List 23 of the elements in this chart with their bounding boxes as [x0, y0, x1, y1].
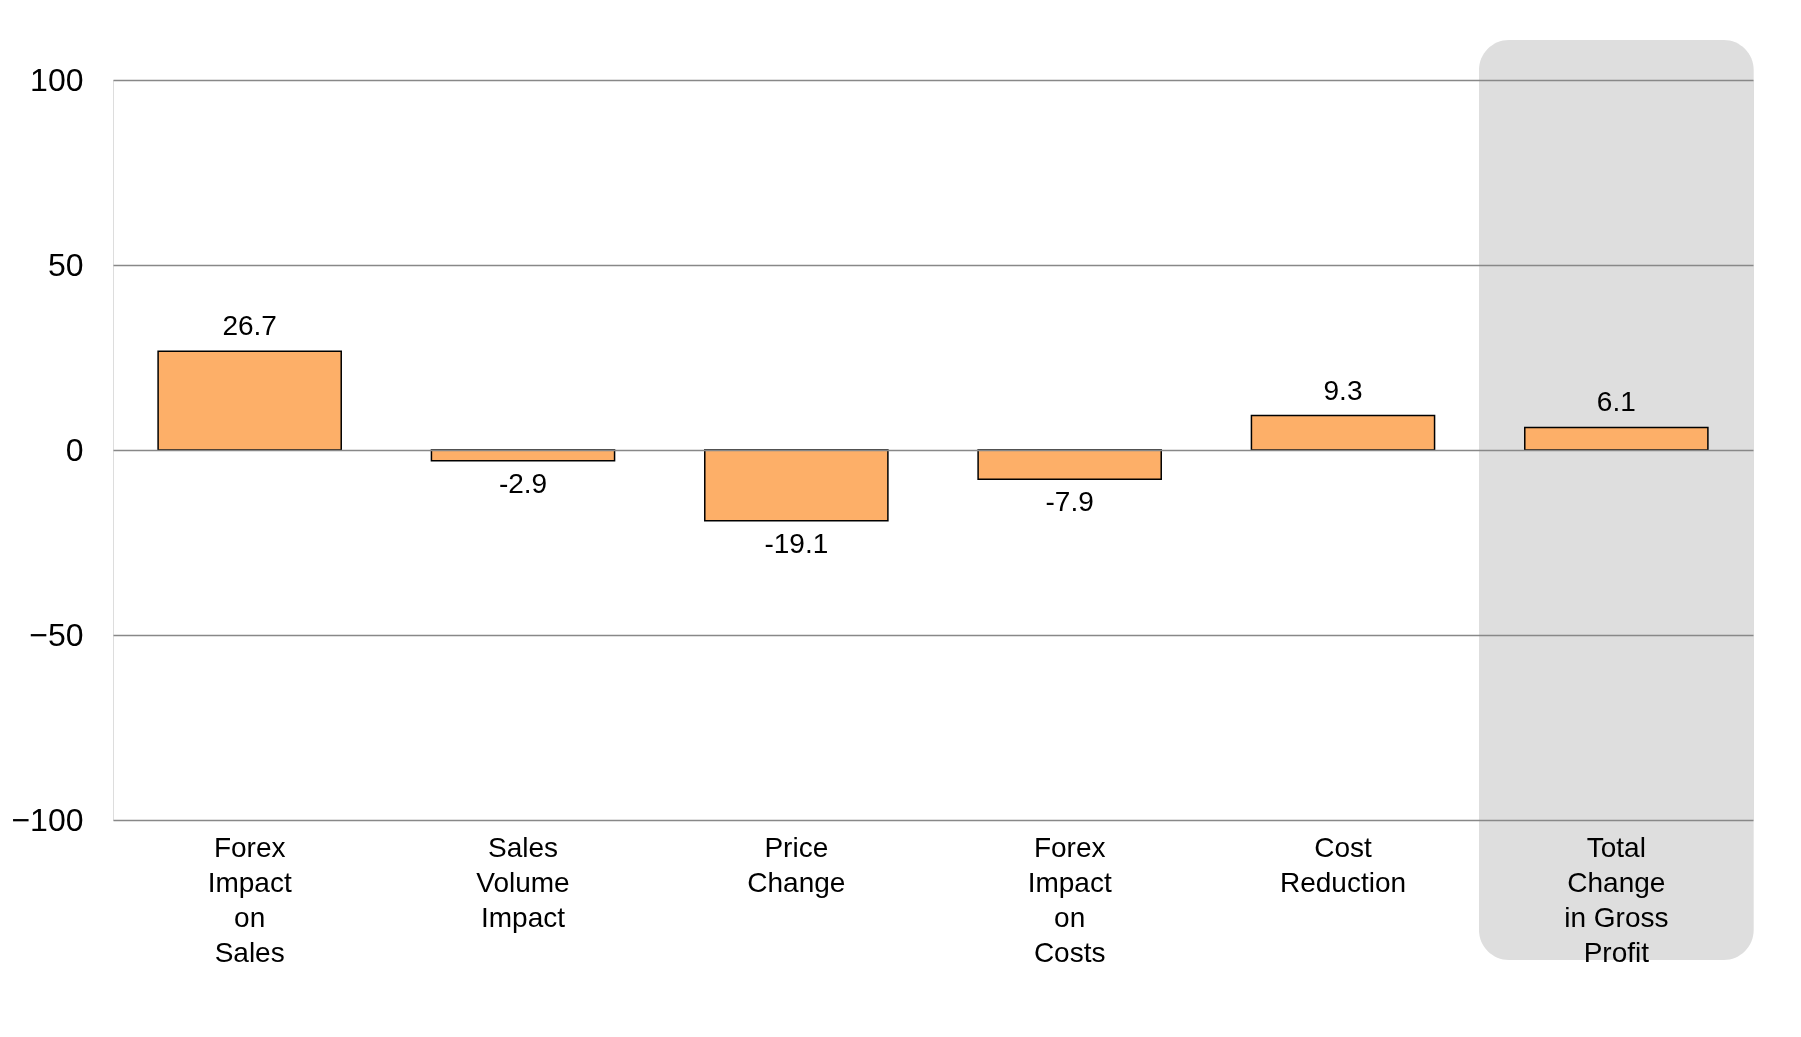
- y-tick-label: −50: [29, 616, 84, 653]
- data-label: 26.7: [222, 310, 277, 342]
- x-tick-label: Forex Impact on Sales: [207, 831, 292, 968]
- data-label: 6.1: [1596, 386, 1636, 418]
- x-tick-label: Total Change in Gross Profit: [1564, 831, 1669, 968]
- x-tick-label: Cost Reduction: [1279, 831, 1407, 898]
- y-tick-label: −100: [11, 801, 84, 838]
- bar: [430, 449, 616, 462]
- bar: [157, 350, 342, 451]
- data-label: -19.1: [764, 527, 829, 559]
- y-tick-label: 50: [47, 246, 84, 283]
- x-tick-label: Price Change: [747, 831, 846, 898]
- data-label: -2.9: [498, 467, 548, 499]
- data-label: 9.3: [1323, 374, 1363, 406]
- x-tick-label: Forex Impact on Costs: [1027, 831, 1112, 968]
- bar: [704, 449, 889, 522]
- bar: [977, 449, 1162, 480]
- y-tick-label: 100: [30, 61, 84, 98]
- data-label: -7.9: [1045, 486, 1094, 518]
- bar: [1524, 426, 1709, 451]
- y-tick-label: 0: [65, 431, 84, 468]
- x-tick-label: Sales Volume Impact: [476, 831, 570, 933]
- bar: [1250, 414, 1436, 451]
